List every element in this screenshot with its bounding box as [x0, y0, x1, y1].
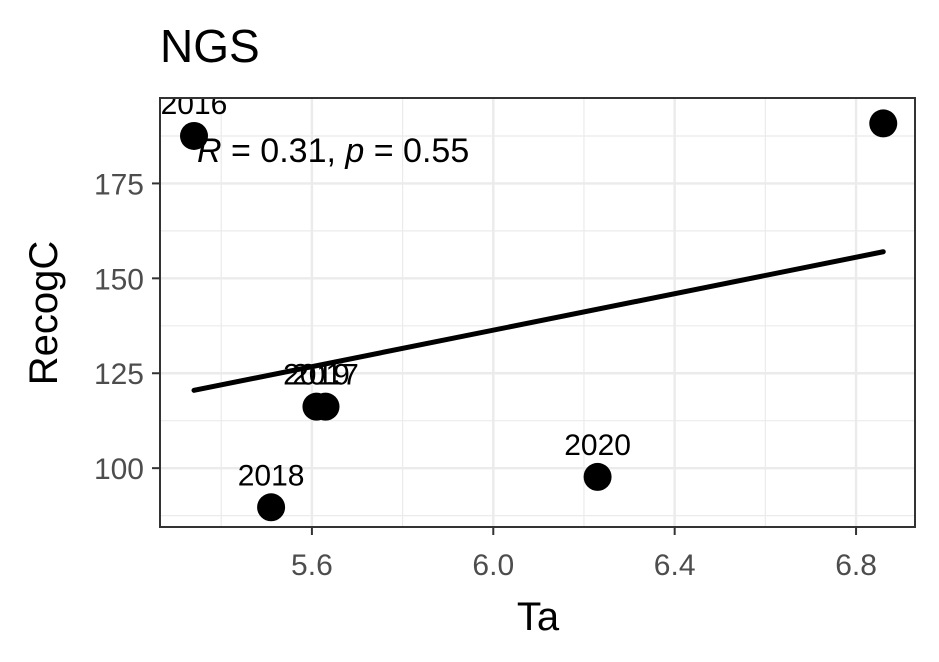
y-axis: 100 125 150 175 [94, 168, 160, 486]
grid [160, 98, 915, 527]
data-point [257, 493, 286, 522]
data-point-label: 2020 [564, 429, 631, 462]
y-tick-label: 150 [94, 263, 144, 296]
y-tick-label: 125 [94, 358, 144, 391]
data-point-label: 2018 [238, 459, 305, 492]
x-axis: 5.6 6.0 6.4 6.8 [291, 527, 877, 582]
x-axis-title: Ta [517, 595, 560, 639]
data-point-label: 2017 [292, 359, 359, 392]
p-value-text: = 0.55 [364, 132, 469, 170]
r-value-text: = 0.31, [222, 132, 346, 170]
regression-line [191, 249, 886, 393]
data-point [583, 462, 612, 491]
data-point [869, 109, 898, 138]
x-tick-label: 6.8 [835, 549, 877, 582]
y-axis-title: RecogC [22, 241, 66, 386]
y-tick-label: 175 [94, 168, 144, 201]
data-point [311, 392, 340, 421]
r-symbol: R [197, 132, 222, 170]
plot-panel-border [159, 97, 916, 528]
y-tick-label: 100 [94, 453, 144, 486]
data-point-label: 2016 [161, 88, 228, 121]
data-point-label: 2019 [283, 359, 350, 392]
data-point [180, 121, 209, 150]
p-symbol: p [344, 132, 364, 170]
regression-line-group [191, 249, 886, 393]
points-group [180, 109, 898, 522]
x-tick-label: 6.4 [654, 549, 696, 582]
x-tick-label: 6.0 [472, 549, 514, 582]
chart-title: NGS [160, 20, 260, 72]
correlation-annotation: R = 0.31, p = 0.55 [197, 132, 469, 170]
x-tick-label: 5.6 [291, 549, 333, 582]
